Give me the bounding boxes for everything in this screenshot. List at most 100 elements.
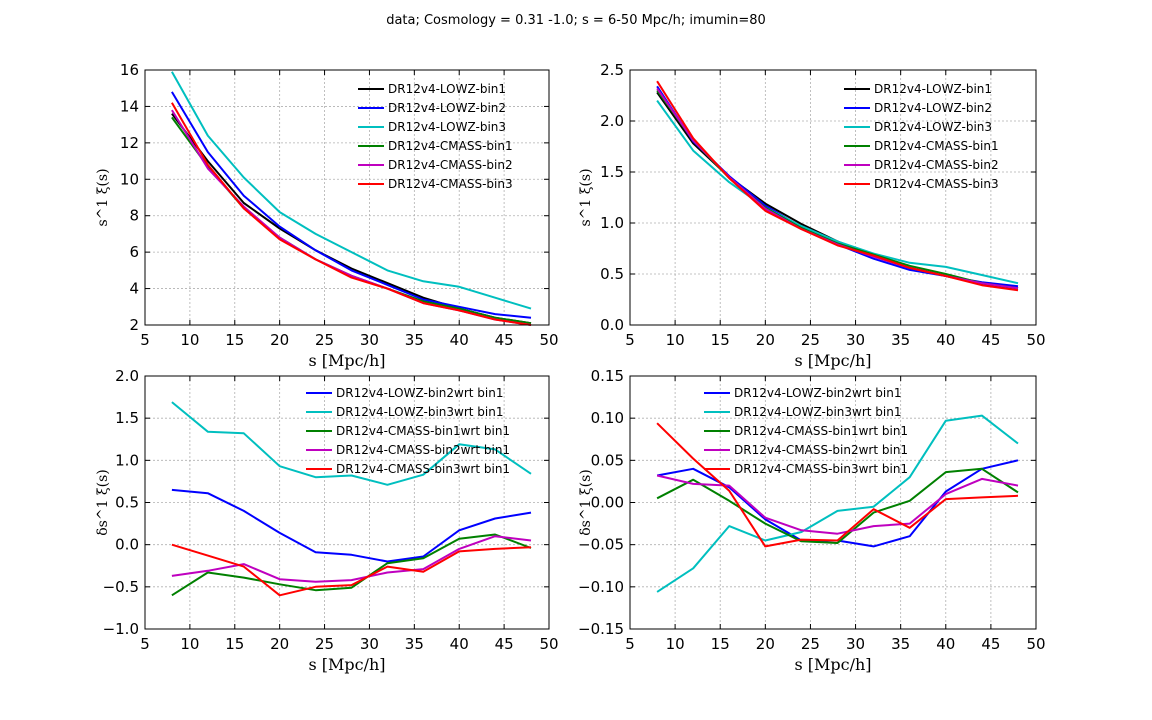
plot-frame xyxy=(144,375,550,630)
y-tick-label: 0.00 xyxy=(591,494,624,512)
y-tick-label: 0.15 xyxy=(591,367,624,385)
y-tick-label: 0.5 xyxy=(115,494,139,512)
legend-label: DR12v4-LOWZ-bin3wrt bin1 xyxy=(734,405,901,419)
series-line-dr12v4-cmass-bin2wrt-bin1 xyxy=(656,474,1019,535)
x-tick-label: 40 xyxy=(450,331,469,349)
y-tick-label: −1.0 xyxy=(103,620,139,638)
series-line-dr12v4-cmass-bin3 xyxy=(656,80,1019,292)
x-tick-label: 15 xyxy=(225,331,244,349)
legend-label: DR12v4-LOWZ-bin2 xyxy=(874,101,992,115)
chart-panel-top-left: 5 10 15 20 25 30 35 40 45 50 2 4 6 8 10 12 14 16 s [Mpc/h]… xyxy=(95,61,559,370)
x-tick-label: 20 xyxy=(270,331,289,349)
x-tick-label: 30 xyxy=(360,635,379,653)
legend-label: DR12v4-LOWZ-bin2 xyxy=(388,101,506,115)
y-tick-label: 2.0 xyxy=(115,367,139,385)
legend-label: DR12v4-CMASS-bin2wrt bin1 xyxy=(734,443,908,457)
x-tick-label: 50 xyxy=(539,331,558,349)
x-tick-label: 25 xyxy=(801,331,820,349)
x-tick-label: 15 xyxy=(711,331,730,349)
x-tick-label: 40 xyxy=(936,331,955,349)
x-tick-label: 15 xyxy=(711,635,730,653)
x-tick-label: 10 xyxy=(666,331,685,349)
x-tick-label: 45 xyxy=(495,331,514,349)
x-tick-label: 40 xyxy=(936,635,955,653)
x-tick-label: 30 xyxy=(846,331,865,349)
series-line-dr12v4-lowz-bin3 xyxy=(656,100,1019,285)
y-tick-label: 1.0 xyxy=(115,451,139,469)
x-tick-label: 50 xyxy=(1026,331,1045,349)
x-tick-label: 5 xyxy=(625,331,635,349)
x-tick-label: 45 xyxy=(495,635,514,653)
x-tick-label: 25 xyxy=(315,331,334,349)
legend-label: DR12v4-CMASS-bin1wrt bin1 xyxy=(734,424,908,438)
x-tick-label: 15 xyxy=(225,635,244,653)
chart-panel-bottom-left: 5 10 15 20 25 30 35 40 45 50 −1.0 −0.5 0.0 0.5 1.0 1.5 2… xyxy=(95,367,559,674)
x-axis-label: s [Mpc/h] xyxy=(794,655,871,674)
x-tick-label: 30 xyxy=(846,635,865,653)
y-tick-label: −0.05 xyxy=(578,536,624,554)
y-tick-label: 6 xyxy=(129,243,139,261)
legend-label: DR12v4-CMASS-bin3wrt bin1 xyxy=(734,462,908,476)
y-tick-label: 1.5 xyxy=(115,409,139,427)
legend-label: DR12v4-CMASS-bin1 xyxy=(874,139,999,153)
x-axis-label: s [Mpc/h] xyxy=(794,351,871,370)
legend-label: DR12v4-LOWZ-bin3 xyxy=(388,120,506,134)
y-tick-label: 1.5 xyxy=(600,163,624,181)
y-tick-label: −0.5 xyxy=(103,578,139,596)
legend-label: DR12v4-CMASS-bin2 xyxy=(874,158,999,172)
series-line-dr12v4-lowz-bin2 xyxy=(171,91,532,319)
y-tick-label: 2 xyxy=(129,316,139,334)
legend-label: DR12v4-CMASS-bin3 xyxy=(388,177,513,191)
x-axis-label: s [Mpc/h] xyxy=(308,351,385,370)
x-tick-label: 20 xyxy=(270,635,289,653)
x-tick-label: 20 xyxy=(756,331,775,349)
y-tick-label: 10 xyxy=(120,170,139,188)
x-tick-label: 45 xyxy=(981,635,1000,653)
y-tick-label: 0.0 xyxy=(115,536,139,554)
y-tick-label: 2.0 xyxy=(600,112,624,130)
y-axis-label: δs^1 ξ(s) xyxy=(95,469,111,536)
x-tick-label: 10 xyxy=(666,635,685,653)
y-tick-label: 8 xyxy=(129,207,139,225)
legend-label: DR12v4-CMASS-bin3wrt bin1 xyxy=(336,462,510,476)
legend-label: DR12v4-LOWZ-bin3 xyxy=(874,120,992,134)
series-line-dr12v4-cmass-bin3wrt-bin1 xyxy=(656,422,1019,548)
legend-label: DR12v4-LOWZ-bin3wrt bin1 xyxy=(336,405,503,419)
y-tick-label: 1.0 xyxy=(600,214,624,232)
legend-label: DR12v4-LOWZ-bin1 xyxy=(388,82,506,96)
x-tick-label: 35 xyxy=(405,635,424,653)
y-tick-label: 12 xyxy=(120,134,139,152)
x-tick-label: 25 xyxy=(315,635,334,653)
y-axis-label: s^1 ξ(s) xyxy=(578,168,594,226)
y-tick-label: −0.15 xyxy=(578,620,624,638)
x-tick-label: 40 xyxy=(450,635,469,653)
x-tick-label: 5 xyxy=(140,635,150,653)
y-tick-label: 0.05 xyxy=(591,451,624,469)
x-axis-label: s [Mpc/h] xyxy=(308,655,385,674)
series-line-dr12v4-lowz-bin3 xyxy=(171,71,532,310)
legend-label: DR12v4-LOWZ-bin2wrt bin1 xyxy=(734,386,901,400)
plot-frame xyxy=(629,375,1037,630)
legend-label: DR12v4-LOWZ-bin1 xyxy=(874,82,992,96)
figure-title: data; Cosmology = 0.31 -1.0; s = 6-50 Mp… xyxy=(386,13,766,28)
x-tick-label: 35 xyxy=(405,331,424,349)
x-tick-label: 5 xyxy=(140,331,150,349)
y-tick-label: 0.10 xyxy=(591,409,624,427)
series-line-dr12v4-cmass-bin3wrt-bin1 xyxy=(171,543,532,597)
legend-label: DR12v4-CMASS-bin1wrt bin1 xyxy=(336,424,510,438)
series-line-dr12v4-lowz-bin3wrt-bin1 xyxy=(171,401,532,486)
chart-panel-top-right: 5 10 15 20 25 30 35 40 45 50 0.0 0.5 1.0 1.5 2.0 2.5 s [… xyxy=(578,61,1046,370)
y-tick-label: 4 xyxy=(129,280,139,298)
x-tick-label: 5 xyxy=(625,635,635,653)
legend-label: DR12v4-CMASS-bin1 xyxy=(388,139,513,153)
series-line-dr12v4-lowz-bin2wrt-bin1 xyxy=(171,488,532,563)
y-axis-label: s^1 ξ(s) xyxy=(95,168,111,226)
legend-label: DR12v4-CMASS-bin2 xyxy=(388,158,513,172)
y-tick-label: −0.10 xyxy=(578,578,624,596)
x-tick-label: 45 xyxy=(981,331,1000,349)
y-tick-label: 2.5 xyxy=(600,61,624,79)
legend-label: DR12v4-LOWZ-bin2wrt bin1 xyxy=(336,386,503,400)
chart-panel-bottom-right: 5 10 15 20 25 30 35 40 45 50 −0.15 −0.10 −0.05 0.00 0.… xyxy=(578,367,1046,674)
series-line-dr12v4-cmass-bin1wrt-bin1 xyxy=(656,467,1019,544)
